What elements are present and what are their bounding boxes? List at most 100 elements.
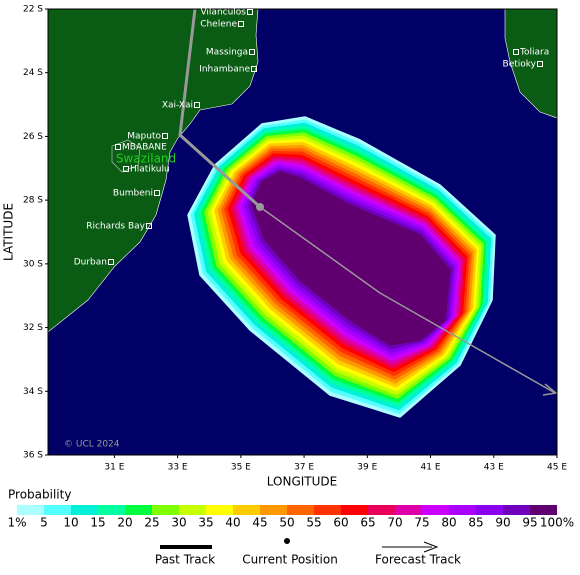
- legend-title: Probability: [8, 488, 71, 502]
- city-label: Betioky: [503, 60, 537, 70]
- city-label: Massinga: [206, 48, 248, 58]
- city-label: Durban: [74, 258, 107, 268]
- legend-label: 15: [90, 516, 105, 530]
- legend-label: 85: [468, 516, 483, 530]
- legend-label: 40: [225, 516, 240, 530]
- city-marker: [513, 49, 519, 55]
- legend-label: 100%: [540, 516, 574, 530]
- legend-label: 90: [495, 516, 510, 530]
- legend-label: 45: [252, 516, 267, 530]
- legend-swatch: [476, 505, 503, 515]
- legend-swatch: [530, 505, 557, 515]
- city-marker: [251, 66, 257, 72]
- legend-label: 80: [441, 516, 456, 530]
- y-tick-label: 30 S: [23, 259, 43, 269]
- legend-swatch: [422, 505, 449, 515]
- city-label: Vilanculos: [200, 8, 246, 18]
- legend-swatch: [260, 505, 287, 515]
- legend-label: 5: [40, 516, 48, 530]
- city-label: Hlatikulu: [130, 165, 170, 175]
- legend-swatch: [287, 505, 314, 515]
- copyright: © UCL 2024: [64, 440, 120, 450]
- legend-swatch: [125, 505, 152, 515]
- x-tick-label: 31 E: [104, 463, 124, 473]
- x-tick-label: 39 E: [357, 463, 377, 473]
- city-marker: [108, 259, 114, 265]
- legend-swatch: [44, 505, 71, 515]
- y-tick-label: 22 S: [23, 5, 43, 15]
- city-label: MBABANE: [122, 143, 167, 153]
- legend-label: 30: [171, 516, 186, 530]
- x-tick-label: 45 E: [547, 463, 567, 473]
- legend-label: 50: [279, 516, 294, 530]
- city-marker: [249, 49, 255, 55]
- forecast-arrow: [542, 383, 557, 396]
- current-position-key: [284, 538, 290, 544]
- x-tick-label: 41 E: [421, 463, 441, 473]
- legend-label: 65: [360, 516, 375, 530]
- legend-label: 60: [333, 516, 348, 530]
- city-label: Inhambane: [199, 65, 250, 75]
- y-tick-label: 28 S: [23, 196, 43, 206]
- legend-swatch: [395, 505, 422, 515]
- current-position: [256, 203, 264, 211]
- map-area: [48, 9, 557, 418]
- legend-swatch: [449, 505, 476, 515]
- city-label: Maputo: [127, 132, 161, 142]
- city-label: Chelene: [200, 20, 237, 30]
- city-label: Richards Bay: [86, 222, 145, 232]
- legend-swatch: [206, 505, 233, 515]
- frame: [47, 8, 558, 456]
- legend-swatch: [233, 505, 260, 515]
- probability-band: [251, 171, 451, 346]
- legend-swatch: [98, 505, 125, 515]
- legend-swatch: [71, 505, 98, 515]
- city-label: Toliara: [519, 48, 549, 58]
- legend-label: 1%: [7, 516, 26, 530]
- x-tick-label: 35 E: [231, 463, 251, 473]
- forecast-track-key: [382, 541, 439, 553]
- city-marker: [154, 190, 160, 196]
- city-label: Bumbeni: [113, 189, 153, 199]
- past-track: [178, 9, 262, 209]
- legend-swatch: [152, 505, 179, 515]
- legend-swatch: [341, 505, 368, 515]
- city-label: Xai-Xai: [162, 101, 193, 111]
- city-marker: [194, 102, 200, 108]
- legend-item: Current Position: [242, 553, 338, 567]
- city-marker: [238, 21, 244, 27]
- legend-swatch: [17, 505, 44, 515]
- region-label: Swaziland: [116, 152, 176, 166]
- legend-label: 55: [306, 516, 321, 530]
- y-tick-label: 32 S: [23, 323, 43, 333]
- city-marker: [123, 166, 129, 172]
- legend-label: 70: [387, 516, 402, 530]
- city-marker: [537, 61, 543, 67]
- legend-swatch: [368, 505, 395, 515]
- land-africa: [48, 9, 259, 333]
- legend-item: Past Track: [155, 553, 215, 567]
- city-marker: [247, 9, 253, 15]
- legend-label: 95: [522, 516, 537, 530]
- city-marker: [115, 144, 121, 150]
- y-tick-label: 36 S: [23, 451, 43, 461]
- city-marker: [162, 133, 168, 139]
- legend-item: Forecast Track: [375, 553, 461, 567]
- y-tick-label: 26 S: [23, 132, 43, 142]
- legend-swatch: [503, 505, 530, 515]
- x-tick-label: 33 E: [168, 463, 188, 473]
- land-madagascar: [504, 9, 557, 119]
- y-title: LATITUDE: [2, 203, 16, 261]
- legend-swatch: [314, 505, 341, 515]
- forecast-track: [259, 206, 556, 394]
- legend-label: 20: [117, 516, 132, 530]
- legend-label: 25: [144, 516, 159, 530]
- y-tick-label: 24 S: [23, 68, 43, 78]
- x-tick-label: 43 E: [484, 463, 504, 473]
- border: [111, 139, 141, 173]
- y-tick-label: 34 S: [23, 387, 43, 397]
- legend-swatch: [179, 505, 206, 515]
- legend-label: 10: [63, 516, 78, 530]
- city-marker: [146, 223, 152, 229]
